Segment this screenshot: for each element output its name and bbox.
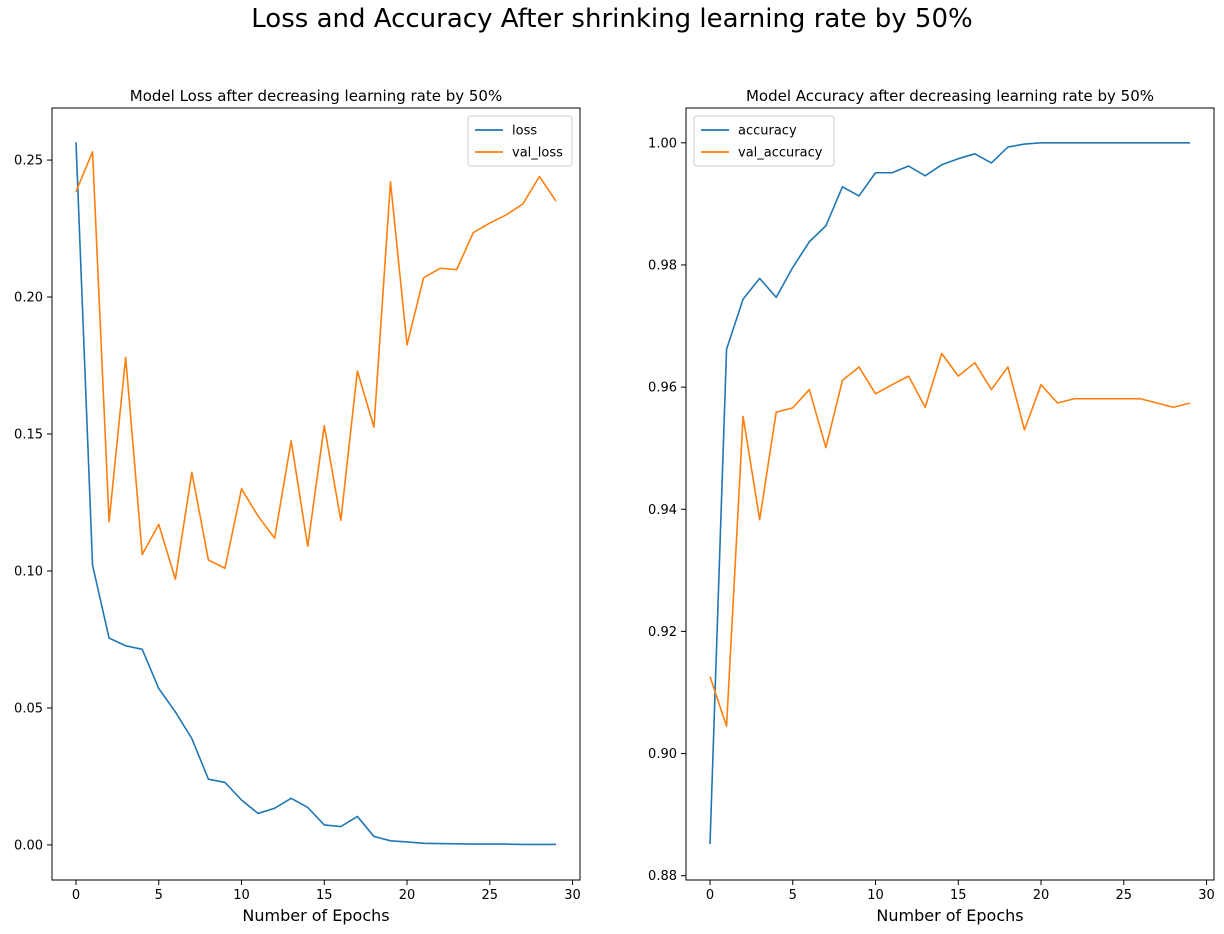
chart-2-ytick-label: 0.98 — [648, 258, 677, 273]
chart-1-ytick-label: 0.05 — [14, 701, 43, 716]
chart-1-xtick-label: 30 — [564, 888, 581, 903]
chart-2-xtick-label: 30 — [1198, 888, 1215, 903]
chart-1-xtick-label: 15 — [316, 888, 333, 903]
chart-1-ytick-label: 0.20 — [14, 291, 43, 306]
chart-1-series-loss — [75, 142, 556, 846]
chart-1-ytick-label: 0.00 — [14, 838, 43, 853]
chart-1-xlabel: Number of Epochs — [242, 906, 389, 925]
chart-2-xtick-label: 25 — [1116, 888, 1133, 903]
chart-1: Model Loss after decreasing learning rat… — [14, 87, 581, 925]
chart-1-xtick-label: 10 — [233, 888, 250, 903]
chart-1-legend-label-loss: loss — [512, 124, 537, 139]
chart-2-ytick-label: 0.92 — [648, 625, 677, 640]
chart-1-axes-frame — [51, 107, 581, 881]
chart-2-xtick-label: 0 — [706, 888, 714, 903]
chart-1-title: Model Loss after decreasing learning rat… — [130, 87, 502, 105]
chart-2-ytick-label: 1.00 — [648, 136, 677, 151]
chart-2-legend-label-accuracy: accuracy — [738, 124, 797, 139]
chart-2-series-val_accuracy — [709, 352, 1191, 727]
chart-1-legend-label-val_loss: val_loss — [512, 146, 563, 161]
chart-2-xtick-label: 20 — [1033, 888, 1050, 903]
chart-2-ytick-label: 0.94 — [648, 503, 677, 518]
chart-2-axes-frame — [685, 107, 1215, 881]
figure-suptitle: Loss and Accuracy After shrinking learni… — [251, 4, 973, 34]
chart-2-legend-box — [693, 115, 835, 167]
chart-2-xtick-label: 5 — [789, 888, 797, 903]
chart-1-xtick-label: 25 — [482, 888, 499, 903]
chart-1-ytick-label: 0.10 — [14, 564, 43, 579]
chart-1-xtick-label: 20 — [399, 888, 416, 903]
chart-2-title: Model Accuracy after decreasing learning… — [746, 87, 1154, 105]
chart-1-series-val_loss — [75, 151, 557, 581]
chart-1-ytick-label: 0.25 — [14, 154, 43, 169]
chart-2-ytick-label: 0.96 — [648, 381, 677, 396]
chart-2-xtick-label: 10 — [867, 888, 884, 903]
chart-2-xtick-label: 15 — [950, 888, 967, 903]
chart-2: Model Accuracy after decreasing learning… — [648, 87, 1215, 925]
chart-2-legend: accuracy val_accuracy — [693, 115, 835, 167]
chart-2-series-accuracy — [709, 142, 1190, 844]
chart-2-ytick-label: 0.88 — [648, 869, 677, 884]
chart-2-ytick-label: 0.90 — [648, 747, 677, 762]
chart-2-legend-label-val_accuracy: val_accuracy — [738, 146, 823, 161]
chart-2-xlabel: Number of Epochs — [876, 906, 1023, 925]
chart-1-ytick-label: 0.15 — [14, 428, 43, 443]
chart-1-xtick-label: 5 — [155, 888, 163, 903]
chart-1-xtick-label: 0 — [72, 888, 80, 903]
chart-1-legend-box — [467, 115, 573, 167]
chart-1-legend: loss val_loss — [467, 115, 573, 167]
